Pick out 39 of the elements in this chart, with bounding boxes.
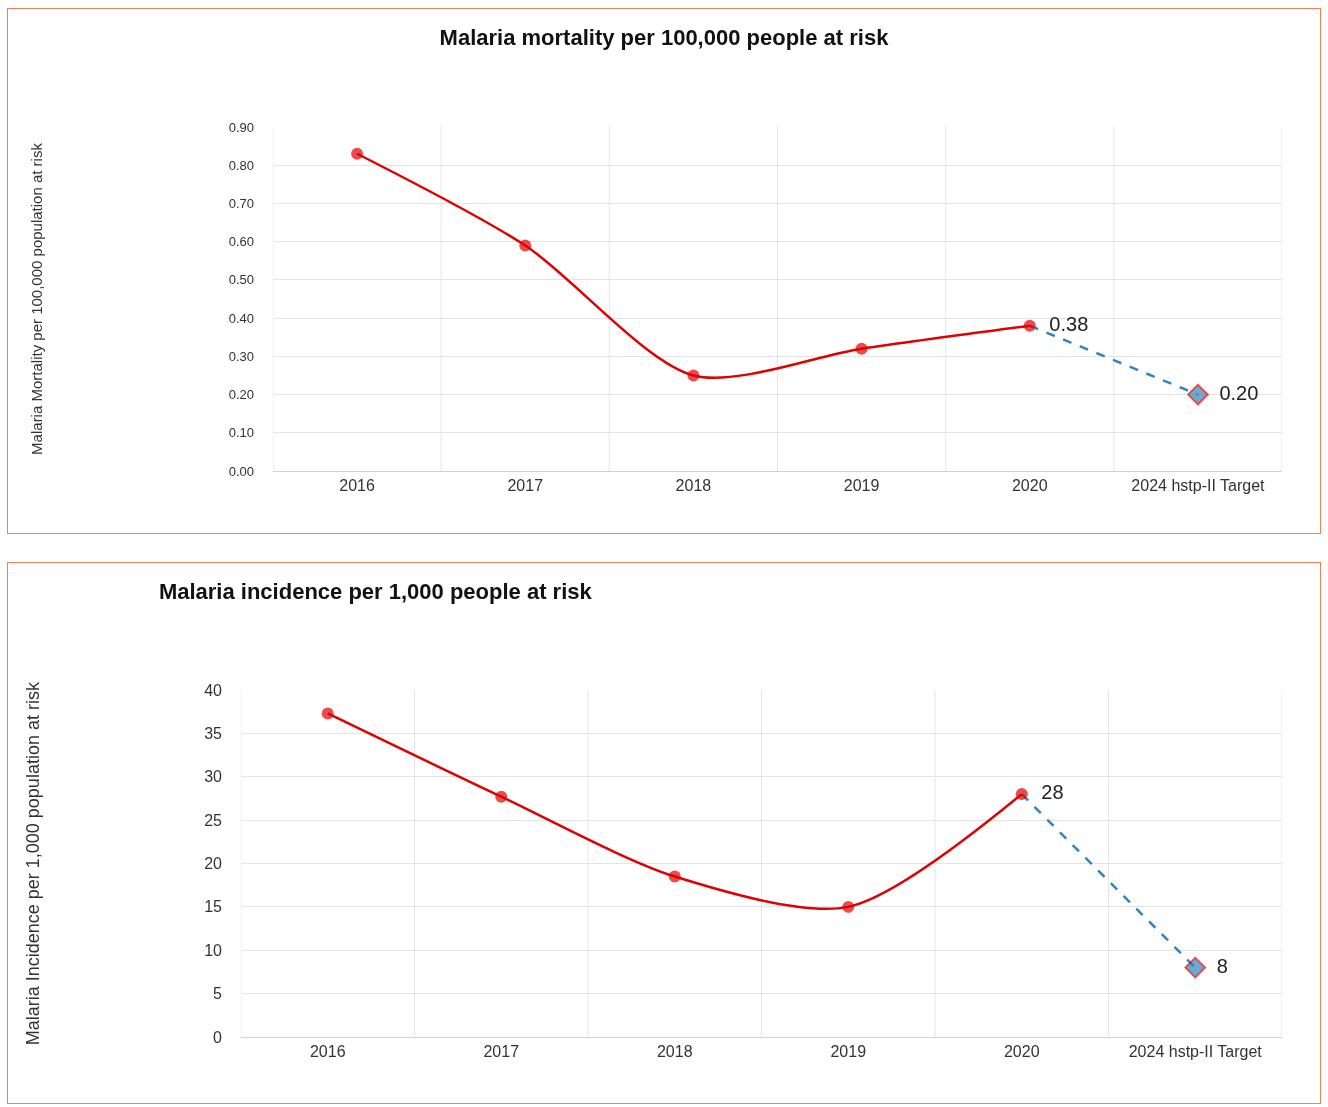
- y-tick-label: 0.00: [228, 463, 254, 479]
- y-tick-label: 0.40: [228, 310, 254, 326]
- y-tick-label: 25: [204, 811, 223, 829]
- data-label: 28: [1030, 781, 1064, 804]
- data-label: 8: [1205, 954, 1228, 977]
- x-tick-label: 2017: [507, 477, 544, 495]
- x-tick-label: 2019: [830, 1043, 867, 1061]
- data-label: 0.20: [1208, 381, 1259, 404]
- y-tick-label: 0.30: [228, 348, 254, 364]
- x-tick-label: 2017: [483, 1043, 520, 1061]
- data-label: 0.38: [1038, 312, 1089, 335]
- y-tick-label: 40: [204, 681, 223, 699]
- y-tick-label: 0: [213, 1028, 223, 1046]
- y-tick-label: 0.60: [228, 234, 254, 250]
- chart-title: Malaria incidence per 1,000 people at risk: [158, 578, 593, 604]
- chart-title: Malaria mortality per 100,000 people at risk: [439, 24, 890, 50]
- x-tick-label: 2024 hstp-II Target: [1131, 477, 1266, 495]
- x-tick-label: 2016: [309, 1043, 346, 1061]
- y-tick-label: 35: [204, 724, 223, 742]
- x-tick-label: 2018: [675, 477, 712, 495]
- x-tick-label: 2016: [339, 477, 375, 495]
- x-tick-label: 2024 hstp-II Target: [1128, 1043, 1263, 1061]
- y-tick-label: 0.90: [228, 119, 254, 135]
- y-tick-label: 0.50: [228, 272, 254, 288]
- y-tick-label: 10: [204, 941, 223, 959]
- x-tick-label: 2020: [1003, 1043, 1040, 1061]
- y-tick-label: 0.10: [228, 425, 254, 441]
- y-tick-label: 15: [204, 898, 223, 916]
- y-axis-title: Malaria Mortality per 100,000 population at risk: [27, 142, 45, 455]
- y-tick-label: 0.80: [228, 157, 254, 173]
- x-tick-label: 2019: [843, 477, 880, 495]
- y-tick-label: 5: [213, 985, 223, 1003]
- y-tick-label: 30: [204, 768, 223, 786]
- y-tick-label: 0.70: [228, 195, 254, 211]
- y-axis-title: Malaria Incidence per 1,000 population at risk: [23, 681, 44, 1046]
- y-tick-label: 20: [204, 855, 223, 873]
- x-tick-label: 2018: [656, 1043, 693, 1061]
- x-tick-label: 2020: [1011, 477, 1048, 495]
- y-tick-label: 0.20: [228, 387, 254, 403]
